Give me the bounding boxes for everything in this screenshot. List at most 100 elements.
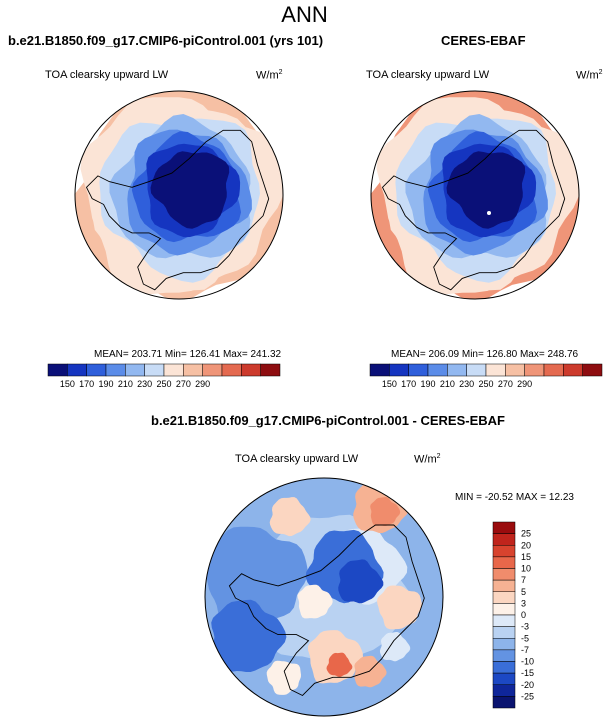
panel-3-variable-label: TOA clearsky upward LW [235,453,359,465]
antarctica-coastline [85,129,270,291]
colorbar-swatch [492,579,516,592]
pole-missing-point [487,211,491,215]
panel-1-colorbar: 150 170 190 210 230 250 270 290 [47,363,281,389]
colorbar-tick-label: 0 [521,610,526,620]
colorbar-tick-label: -10 [521,657,534,667]
contour-band-8 [150,151,230,229]
difference-patch [269,497,311,537]
difference-patch [377,585,422,630]
colorbar-tick-label: 250 [478,379,493,389]
map-border [204,477,444,717]
colorbar-swatch [125,363,145,377]
colorbar-swatch [563,363,583,377]
colorbar-tick-label: 270 [498,379,513,389]
colorbar-swatch [492,603,516,616]
colorbar-swatch [492,533,516,546]
colorbar-swatch [505,363,525,377]
colorbar-tick-label: 190 [420,379,435,389]
colorbar-swatch [492,556,516,569]
antarctica-coastline [228,524,425,697]
colorbar-tick-label: 210 [440,379,455,389]
colorbar-swatch [47,363,68,377]
contour-band-8 [446,151,526,229]
colorbar-tick-label: -15 [521,668,534,678]
colorbar-tick-label: -3 [521,622,529,632]
map-border [74,90,284,300]
colorbar-tick-label: 250 [156,379,171,389]
colorbar-swatch [582,363,603,377]
colorbar-swatch [492,696,516,709]
difference-patch [205,526,308,629]
colorbar-tick-label: -20 [521,680,534,690]
difference-patch [354,655,387,688]
colorbar-tick-label: 15 [521,552,531,562]
colorbar-swatch [543,363,564,377]
colorbar-tick-label: 150 [60,379,75,389]
colorbar-tick-label: -25 [521,691,534,701]
panel-2-map [370,90,580,300]
colorbar-tick-label: -5 [521,633,529,643]
colorbar-swatch [369,363,390,377]
panel-1-map [74,90,284,300]
colorbar-tick-label: 230 [459,379,474,389]
colorbar-tick-label: 5 [521,587,526,597]
difference-patch [338,559,384,604]
colorbar-tick-label: 270 [176,379,191,389]
colorbar-tick-label: 230 [137,379,152,389]
colorbar-swatch [485,363,506,377]
colorbar-tick-label: 3 [521,598,526,608]
panel-1-stats: MEAN= 203.71 Min= 126.41 Max= 241.32 [94,349,282,360]
difference-patch [297,584,333,619]
antarctica-coastline [381,129,566,291]
colorbar-tick-label: 190 [98,379,113,389]
colorbar-swatch [492,626,516,639]
colorbar-tick-label: 7 [521,575,526,585]
colorbar-swatch [241,363,261,377]
colorbar-swatch [163,363,184,377]
panel-2-units-base: W/m [576,69,599,82]
colorbar-tick-label: 170 [79,379,94,389]
colorbar-swatch [427,363,448,377]
colorbar-tick-label: 210 [118,379,133,389]
colorbar-swatch [86,363,107,377]
difference-patch [211,599,287,672]
panel-3-map [204,477,444,717]
difference-patch [266,660,301,695]
colorbar-tick-label: 20 [521,540,531,550]
colorbar-swatch [260,363,281,377]
colorbar-tick-label: 150 [382,379,397,389]
difference-patch [379,632,411,662]
colorbar-swatch [492,649,516,662]
colorbar-swatch [492,521,516,534]
panel-1-title: b.e21.B1850.f09_g17.CMIP6-piControl.001 … [8,33,324,48]
colorbar-tick-label: 290 [517,379,532,389]
colorbar-swatch [492,614,516,627]
colorbar-swatch [492,684,516,697]
panel-1-units: W/m2 [256,69,283,82]
colorbar-swatch [492,568,516,581]
colorbar-tick-label: 170 [401,379,416,389]
colorbar-tick-label: 25 [521,529,531,539]
panel-3-title: b.e21.B1850.f09_g17.CMIP6-piControl.001 … [151,413,505,428]
difference-patch [370,497,401,526]
colorbar-swatch [389,363,409,377]
colorbar-swatch [202,363,223,377]
panel-1-units-base: W/m [256,69,279,82]
map-border [370,90,580,300]
difference-patch [326,652,353,677]
panel-3-stats: MIN = -20.52 MAX = 12.23 [455,492,574,503]
figure-title: ANN [281,2,328,27]
colorbar-swatch [466,363,487,377]
panel-2-variable-label: TOA clearsky upward LW [366,69,490,81]
colorbar-swatch [492,545,516,558]
colorbar-swatch [492,638,516,651]
colorbar-swatch [183,363,203,377]
panel-1-units-exp: 2 [278,69,283,76]
panel-3-units: W/m2 [414,453,441,466]
colorbar-tick-label: -7 [521,645,529,655]
colorbar-swatch [524,363,545,377]
colorbar-swatch [492,672,516,685]
colorbar-swatch [408,363,429,377]
panel-3-units-base: W/m [414,453,437,466]
